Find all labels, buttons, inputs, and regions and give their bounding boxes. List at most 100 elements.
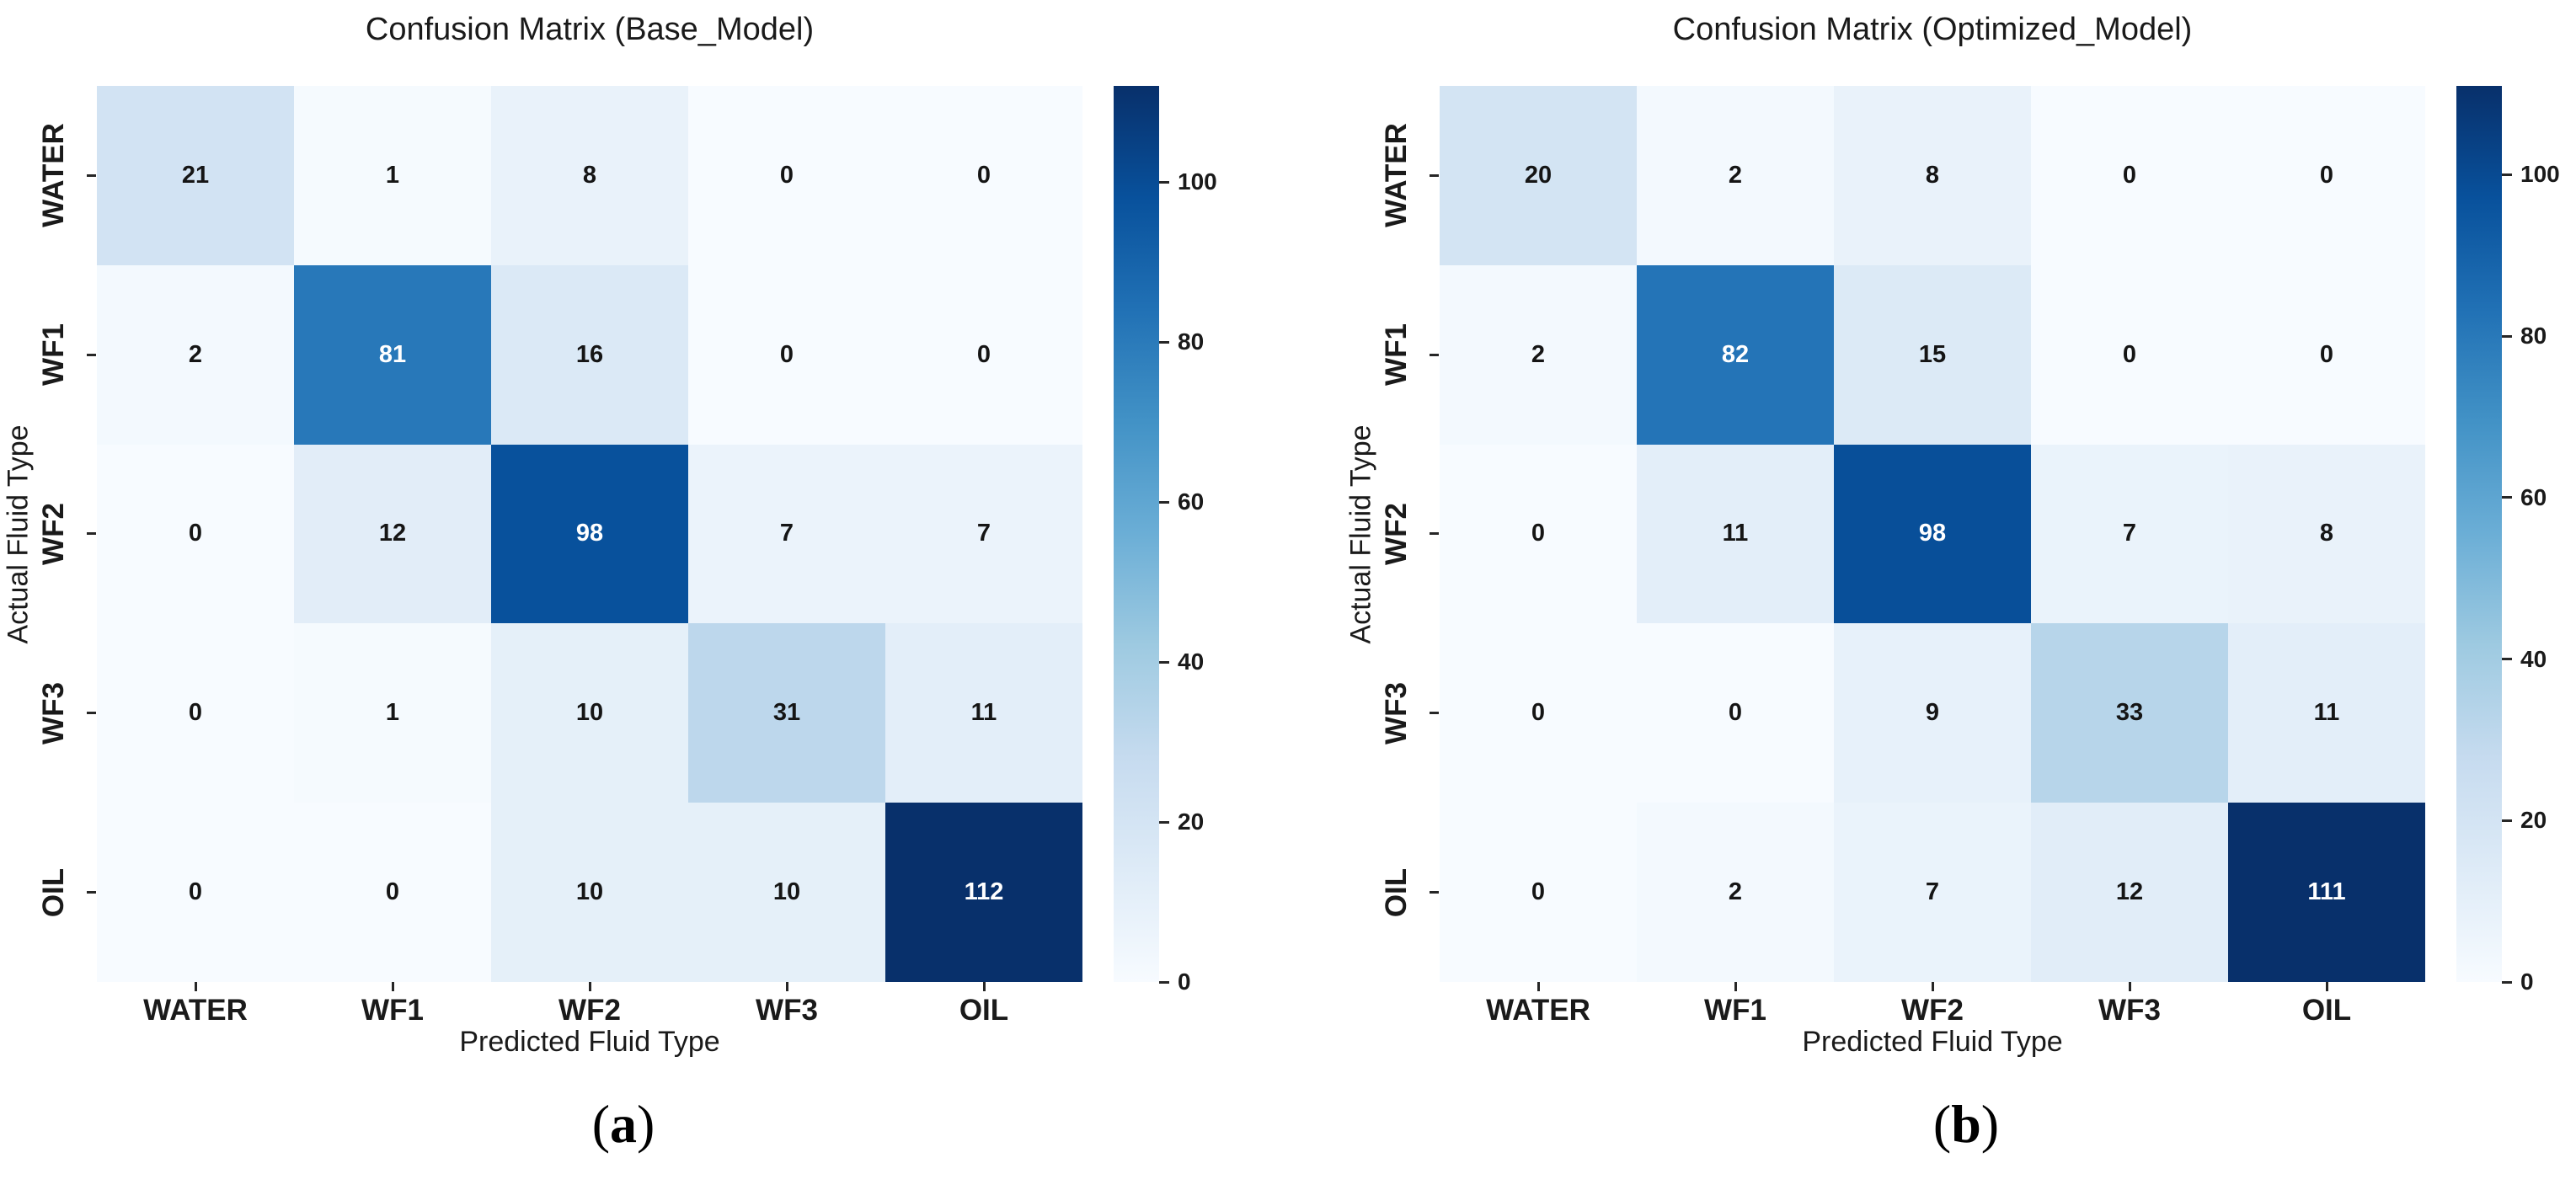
matrix-cell: 2: [1440, 264, 1637, 445]
x-tick-label: WF3: [2098, 994, 2161, 1027]
colorbar-gradient: [2456, 86, 2502, 982]
colorbar-tick: 0: [1159, 969, 1191, 995]
colorbar-tick-label: 40: [1178, 648, 1205, 675]
x-tick-mark: [1440, 982, 1637, 991]
y-tick-mark: [1430, 86, 1440, 265]
x-axis-title: Predicted Fluid Type: [459, 1026, 720, 1058]
x-tick-mark: [2228, 982, 2425, 991]
x-tick-label: WF1: [1704, 994, 1766, 1027]
matrix-cell: 8: [2228, 444, 2425, 624]
colorbar-tick: 80: [1159, 328, 1204, 355]
matrix-cell: 11: [2228, 623, 2425, 803]
caption-paren-close: ): [637, 1094, 655, 1154]
matrix-cell: 21: [97, 86, 294, 265]
colorbar-tick: 20: [2502, 807, 2547, 834]
y-tick-mark: [87, 265, 97, 445]
x-tick-label: WATER: [1486, 994, 1590, 1027]
matrix-cell: 0: [688, 86, 885, 265]
matrix-cell: 0: [1637, 623, 1834, 803]
x-axis-title: Predicted Fluid Type: [1802, 1026, 2063, 1058]
y-tick-mark: [87, 86, 97, 265]
caption-letter: b: [1951, 1094, 1981, 1154]
matrix-cell: 1: [294, 623, 491, 803]
caption-letter: a: [610, 1094, 637, 1154]
colorbar-tick: 100: [1159, 168, 1217, 195]
y-tick-labels: WATER WF1 WF2 WF3 OIL: [1366, 86, 1427, 982]
x-tick-mark: [1834, 982, 2031, 991]
subfigure-b: Confusion Matrix (Optimized_Model) Actua…: [1343, 0, 2576, 1190]
colorbar-tick-label: 80: [2520, 323, 2547, 350]
y-tick-mark: [87, 445, 97, 624]
caption-paren-close: ): [1980, 1094, 2000, 1154]
matrix-cell: 16: [491, 264, 688, 445]
matrix-cell: 112: [885, 803, 1082, 982]
colorbar-tick-label: 20: [1178, 808, 1205, 835]
y-tick-label: WF2: [37, 503, 71, 565]
y-tick-marks: [87, 86, 97, 982]
matrix-cell: 10: [688, 803, 885, 982]
colorbar-tick: 60: [2502, 484, 2547, 511]
matrix-cell: 0: [2031, 86, 2228, 265]
colorbar-tick: 40: [1159, 648, 1204, 675]
y-tick-label: WF2: [1380, 503, 1414, 565]
x-tick-mark: [97, 982, 294, 991]
y-tick-label: WF1: [37, 323, 71, 387]
colorbar-tick: 100: [2502, 161, 2560, 188]
matrix-cell: 10: [491, 623, 688, 803]
y-tick-label: WATER: [37, 123, 71, 228]
colorbar-tick-label: 60: [2520, 483, 2547, 510]
matrix-cell: 2: [1637, 803, 1834, 982]
colorbar-tick-label: 100: [1178, 168, 1217, 195]
matrix-cell: 0: [97, 444, 294, 624]
x-tick-mark: [1637, 982, 1834, 991]
colorbar-tick: 60: [1159, 488, 1204, 515]
y-tick-label: WF3: [1380, 681, 1414, 744]
matrix-cell: 8: [1834, 86, 2031, 265]
matrix-cell: 7: [1834, 803, 2031, 982]
colorbar-tick: 0: [2502, 969, 2534, 995]
subfigure-caption: (a): [131, 1094, 1116, 1154]
matrix-cell: 9: [1834, 623, 2031, 803]
matrix-cell: 0: [688, 264, 885, 445]
y-tick-mark: [87, 803, 97, 982]
matrix-cell: 2: [1637, 86, 1834, 265]
caption-paren-open: (: [1932, 1094, 1952, 1154]
colorbar-tick-label: 0: [2520, 969, 2534, 995]
y-tick-mark: [1430, 803, 1440, 982]
colorbar-tick-labels: 0 20 40 60 80 100: [1159, 86, 1269, 995]
x-tick-label: WF2: [558, 994, 621, 1027]
x-tick-label: WF2: [1901, 994, 1964, 1027]
colorbar-tick-label: 100: [2520, 161, 2560, 188]
x-tick-label: WF3: [756, 994, 818, 1027]
y-tick-mark: [1430, 623, 1440, 803]
y-tick-mark: [87, 623, 97, 803]
y-tick-mark: [1430, 445, 1440, 624]
matrix-cell: 0: [1440, 444, 1637, 624]
matrix-cell: 0: [885, 86, 1082, 265]
matrix-cell: 15: [1834, 264, 2031, 445]
matrix-cell: 0: [97, 623, 294, 803]
colorbar-tick-labels: 0 20 40 60 80 100: [2502, 86, 2576, 995]
x-tick-label: WF1: [361, 994, 424, 1027]
matrix-cell: 111: [2228, 803, 2425, 982]
y-tick-label: WF1: [1380, 323, 1414, 387]
matrix-cell: 12: [2031, 803, 2228, 982]
x-tick-marks: [1440, 982, 2425, 991]
colorbar-tick-label: 20: [2520, 807, 2547, 834]
colorbar-tick-label: 40: [2520, 645, 2547, 672]
y-tick-label: WATER: [1380, 123, 1414, 228]
y-tick-labels: WATER WF1 WF2 WF3 OIL: [24, 86, 84, 982]
y-tick-label: OIL: [1379, 867, 1413, 917]
matrix-cell: 98: [491, 444, 688, 624]
x-tick-labels: WATER WF1 WF2 WF3 OIL: [97, 994, 1082, 1027]
x-tick-label: OIL: [2301, 994, 2352, 1027]
x-tick-marks: [97, 982, 1082, 991]
x-tick-mark: [491, 982, 688, 991]
plot-title: Confusion Matrix (Optimized_Model): [1672, 12, 2193, 47]
y-tick-label: WF3: [37, 681, 71, 744]
caption-paren-open: (: [591, 1094, 610, 1154]
colorbar-tick-label: 60: [1178, 488, 1205, 515]
matrix-cell: 31: [688, 623, 885, 803]
x-tick-mark: [688, 982, 885, 991]
x-tick-mark: [885, 982, 1082, 991]
